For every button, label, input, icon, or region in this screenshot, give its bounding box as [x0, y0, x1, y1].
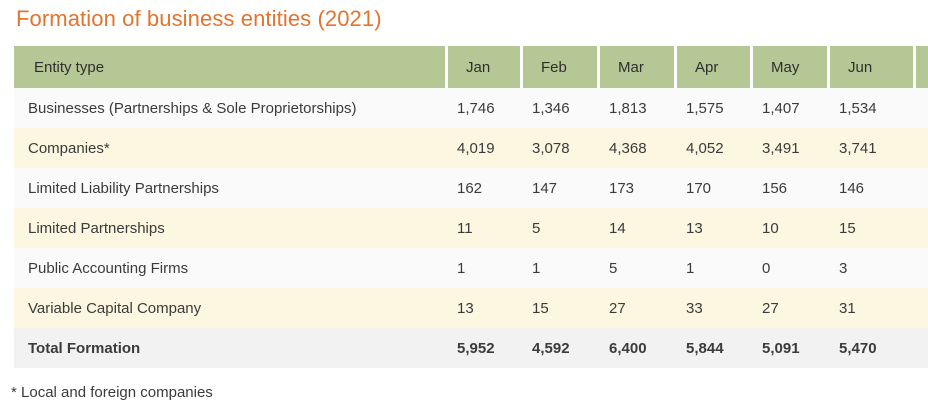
row-label: Variable Capital Company: [28, 299, 202, 317]
entity-formation-table: Entity type Jan Feb Mar Apr May Jun Busi…: [14, 46, 928, 368]
cell-value: 13: [457, 299, 474, 317]
row-label: Companies*: [28, 139, 110, 157]
column-header-feb: Feb: [520, 46, 597, 88]
table-row: Companies* 4,019 3,078 4,368 4,052 3,491 3,741: [14, 128, 928, 168]
cell-value: 3,491: [762, 139, 800, 157]
total-value-feb: 4,592: [532, 339, 570, 357]
table-total-row: Total Formation 5,952 4,592 6,400 5,844 …: [14, 328, 928, 368]
column-header-entity-type: Entity type: [14, 46, 445, 88]
cell-value: 0: [762, 259, 771, 277]
column-header-may: May: [750, 46, 827, 88]
entity-formation-table-wrap: Entity type Jan Feb Mar Apr May Jun Busi…: [14, 46, 928, 368]
cell-value: 14: [609, 219, 626, 237]
row-label: Limited Liability Partnerships: [28, 179, 219, 197]
total-value-mar: 6,400: [609, 339, 647, 357]
cell-value: 1,746: [457, 99, 495, 117]
cell-value: 147: [532, 179, 558, 197]
cell-value: 1,534: [839, 99, 877, 117]
cell-value: 1: [457, 259, 466, 277]
table-row: Variable Capital Company 13 15 27 33 27 31: [14, 288, 928, 328]
clipped-cell: [913, 128, 928, 168]
total-value-apr: 5,844: [686, 339, 724, 357]
table-row: Public Accounting Firms 1 1 5 1 0 3: [14, 248, 928, 288]
column-header-mar: Mar: [597, 46, 674, 88]
row-label: Public Accounting Firms: [28, 259, 189, 277]
cell-value: 15: [532, 299, 549, 317]
total-value-jan: 5,952: [457, 339, 495, 357]
cell-value: 10: [762, 219, 779, 237]
cell-value: 3: [839, 259, 848, 277]
page-title: Formation of business entities (2021): [16, 6, 382, 31]
cell-value: 33: [686, 299, 703, 317]
total-row-label: Total Formation: [28, 339, 141, 357]
total-clipped-cell: [913, 328, 928, 368]
footnote: * Local and foreign companies: [11, 384, 213, 401]
cell-value: 13: [686, 219, 703, 237]
clipped-cell: [913, 168, 928, 208]
table-row: Limited Liability Partnerships 162 147 173 1…: [14, 168, 928, 208]
cell-value: 27: [609, 299, 626, 317]
total-value-may: 5,091: [762, 339, 800, 357]
cell-value: 11: [457, 219, 473, 237]
column-header-clipped: [913, 46, 928, 88]
cell-value: 5: [609, 259, 618, 277]
cell-value: 170: [686, 179, 712, 197]
cell-value: 15: [839, 219, 856, 237]
cell-value: 162: [457, 179, 483, 197]
cell-value: 173: [609, 179, 635, 197]
cell-value: 3,078: [532, 139, 570, 157]
cell-value: 1,575: [686, 99, 724, 117]
column-header-apr: Apr: [674, 46, 750, 88]
total-value-jun: 5,470: [839, 339, 877, 357]
cell-value: 3,741: [839, 139, 877, 157]
row-label: Businesses (Partnerships & Sole Propriet…: [28, 99, 357, 117]
cell-value: 4,052: [686, 139, 724, 157]
cell-value: 31: [839, 299, 856, 317]
table-row: Businesses (Partnerships & Sole Propriet…: [14, 88, 928, 128]
cell-value: 1,407: [762, 99, 800, 117]
cell-value: 1: [532, 259, 541, 277]
cell-value: 4,368: [609, 139, 647, 157]
clipped-cell: [913, 248, 928, 288]
cell-value: 1: [686, 259, 695, 277]
column-header-jan: Jan: [445, 46, 520, 88]
clipped-cell: [913, 208, 928, 248]
cell-value: 1,346: [532, 99, 570, 117]
row-label: Limited Partnerships: [28, 219, 165, 237]
cell-value: 27: [762, 299, 779, 317]
table-row: Limited Partnerships 11 5 14 13 10 15: [14, 208, 928, 248]
cell-value: 4,019: [457, 139, 495, 157]
table-header-row: Entity type Jan Feb Mar Apr May Jun: [14, 46, 928, 88]
cell-value: 146: [839, 179, 865, 197]
column-header-jun: Jun: [827, 46, 913, 88]
clipped-cell: [913, 88, 928, 128]
cell-value: 5: [532, 219, 541, 237]
cell-value: 1,813: [609, 99, 647, 117]
clipped-cell: [913, 288, 928, 328]
cell-value: 156: [762, 179, 788, 197]
